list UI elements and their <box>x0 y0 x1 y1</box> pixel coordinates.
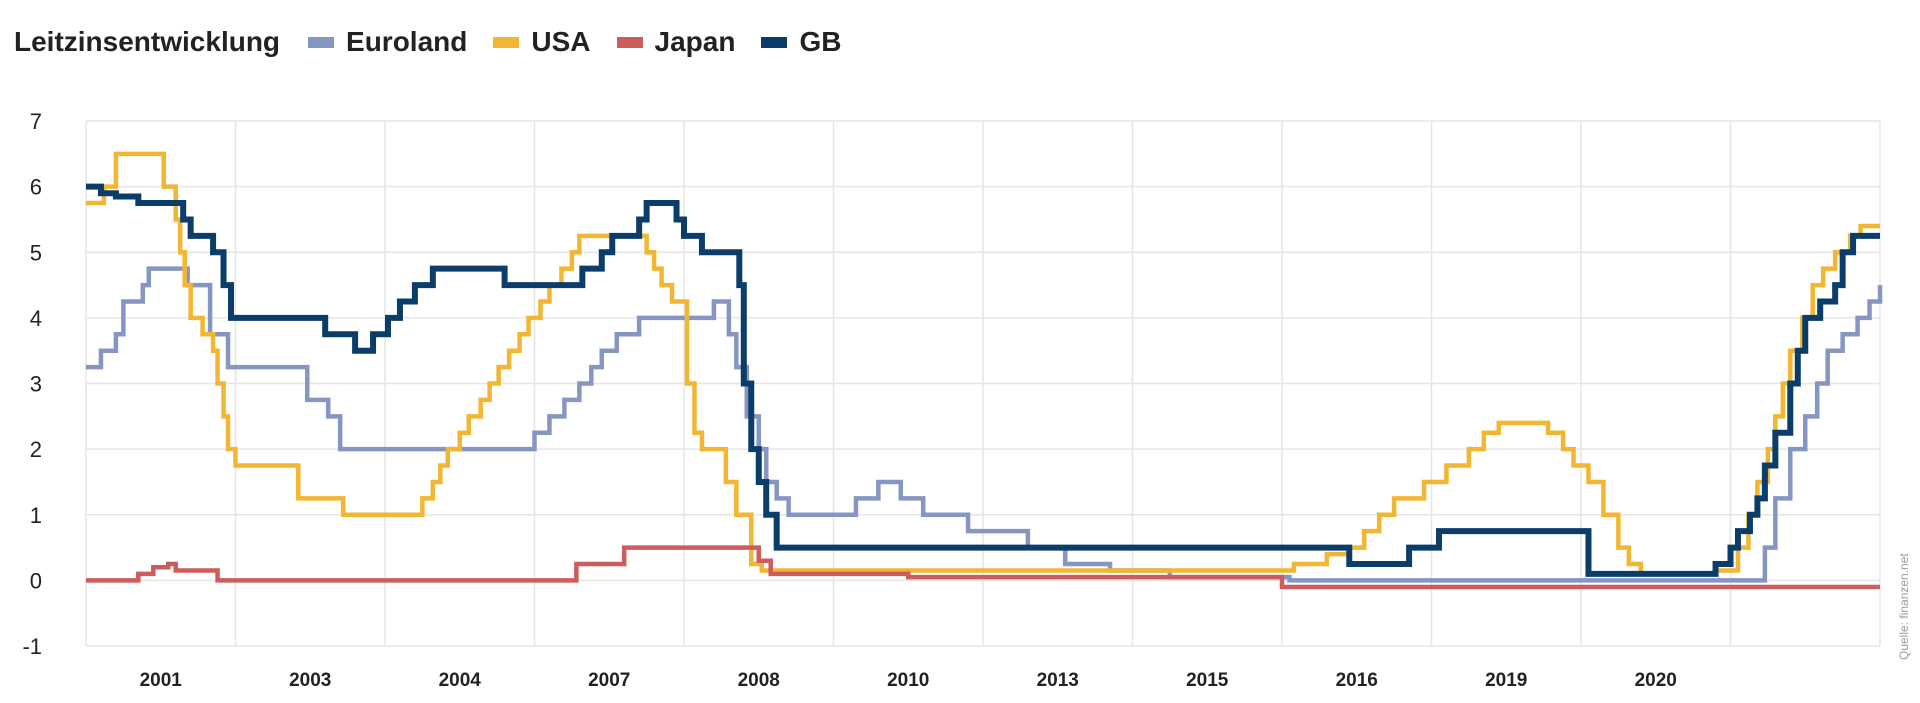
y-tick-label: 3 <box>30 372 42 397</box>
series-line-japan <box>86 545 1880 590</box>
chart-series <box>86 151 1883 590</box>
series-line-usa <box>86 151 1880 577</box>
x-tick-label: 2008 <box>738 670 780 691</box>
legend-swatch-euroland <box>308 36 335 48</box>
legend-title: Leitzinsentwicklung <box>14 26 281 57</box>
y-tick-label: 7 <box>30 109 42 134</box>
x-tick-label: 2015 <box>1186 670 1229 691</box>
y-tick-label: 5 <box>30 240 42 265</box>
legend-label-euroland: Euroland <box>346 26 468 57</box>
y-tick-label: 4 <box>30 306 42 331</box>
x-tick-label: 2013 <box>1037 670 1079 691</box>
series-line-gb <box>86 183 1880 577</box>
x-tick-label: 2007 <box>588 670 630 691</box>
x-tick-label: 2001 <box>140 670 183 691</box>
legend-swatch-usa <box>493 36 520 48</box>
x-tick-label: 2004 <box>439 670 482 691</box>
legend-item-gb[interactable]: GB <box>761 26 841 58</box>
chart-legend: Leitzinsentwicklung Euroland USA Japan G… <box>14 22 867 62</box>
legend-label-japan: Japan <box>654 26 736 57</box>
y-tick-label: 0 <box>30 568 42 593</box>
legend-label-gb: GB <box>799 26 842 57</box>
y-tick-label: -1 <box>22 634 42 659</box>
legend-item-usa[interactable]: USA <box>493 26 591 58</box>
x-tick-label: 2010 <box>887 670 929 691</box>
source-label: Quelle: finanzen.net <box>1897 553 1911 660</box>
x-tick-label: 2020 <box>1635 670 1677 691</box>
x-tick-label: 2003 <box>289 670 331 691</box>
legend-swatch-japan <box>616 36 643 48</box>
y-tick-label: 1 <box>30 503 42 528</box>
y-tick-label: 2 <box>30 437 42 462</box>
legend-item-japan[interactable]: Japan <box>616 26 736 58</box>
y-axis: -1 0 1 2 3 4 5 6 7 <box>22 109 42 659</box>
x-axis: 2001 2003 2004 2007 2008 2010 2013 2015 2016 2019… <box>140 670 1677 691</box>
x-tick-label: 2019 <box>1485 670 1527 691</box>
legend-label-usa: USA <box>531 26 591 57</box>
series-line-euroland <box>86 266 1883 583</box>
legend-swatch-gb <box>761 36 788 48</box>
legend-item-euroland[interactable]: Euroland <box>308 26 467 58</box>
chart-grid <box>85 120 1881 647</box>
x-tick-label: 2016 <box>1336 670 1378 691</box>
y-tick-label: 6 <box>30 175 42 200</box>
